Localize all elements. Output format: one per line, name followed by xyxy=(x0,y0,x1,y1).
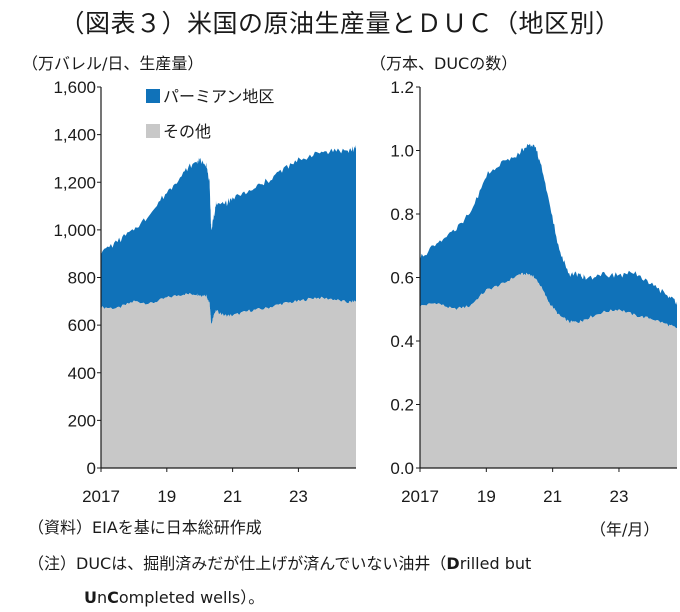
source-note: （資料）EIAを基に日本総研作成 xyxy=(28,518,262,537)
y-tick-label-0-0: 0 xyxy=(87,459,96,478)
y-tick-label-1-3: 0.6 xyxy=(390,269,414,288)
chart-title: （図表３）米国の原油生産量とＤＵＣ（地区別） xyxy=(59,9,621,38)
permian-area-1 xyxy=(420,143,677,329)
x-tick-label-0-1: 19 xyxy=(157,487,176,506)
footnote-bold-d: D xyxy=(446,554,460,573)
footnote-bold-u: U xyxy=(84,588,97,607)
permian-area-0 xyxy=(101,145,356,326)
footnote-line2: UnCompleted wells）。 xyxy=(84,584,264,608)
y-tick-label-1-2: 0.4 xyxy=(390,332,414,351)
x-unit-label: （年/月） xyxy=(590,520,660,539)
x-tick-label-1-3: 23 xyxy=(610,487,629,506)
right-unit-label: （万本、DUCの数） xyxy=(370,54,518,73)
footnote-bold-c: C xyxy=(107,588,119,607)
x-tick-label-1-0: 2017 xyxy=(401,487,439,506)
y-tick-label-0-1: 200 xyxy=(68,411,96,430)
y-tick-label-1-5: 1.0 xyxy=(390,142,414,161)
y-tick-label-1-4: 0.8 xyxy=(390,205,414,224)
footnote-text-3: n xyxy=(97,588,108,607)
y-tick-label-0-5: 1,000 xyxy=(53,221,96,240)
y-tick-label-0-2: 400 xyxy=(68,364,96,383)
footnote-text-1: （注）DUCは、掘削済みだが仕上げが済んでいない油井（ xyxy=(28,554,447,573)
left-unit-label: （万バレル/日、生産量） xyxy=(22,54,204,73)
y-tick-label-0-8: 1,600 xyxy=(53,78,96,97)
other-area-1 xyxy=(420,272,677,468)
legend-label-other: その他 xyxy=(163,122,211,141)
y-tick-label-1-0: 0.0 xyxy=(390,459,414,478)
legend-swatch-other xyxy=(146,124,160,138)
legend-label-permian: パーミアン地区 xyxy=(163,87,274,106)
other-area-0 xyxy=(101,293,356,468)
y-tick-label-1-6: 1.2 xyxy=(390,78,414,97)
footnote-text-4: ompleted wells）。 xyxy=(118,588,265,607)
x-tick-label-0-2: 21 xyxy=(223,487,242,506)
x-tick-label-0-0: 2017 xyxy=(82,487,120,506)
x-tick-label-1-2: 21 xyxy=(543,487,562,506)
y-tick-label-0-6: 1,200 xyxy=(53,173,96,192)
y-tick-label-1-1: 0.2 xyxy=(390,396,414,415)
footnote-line1: （注）DUCは、掘削済みだが仕上げが済んでいない油井（Drilled but xyxy=(28,550,531,574)
x-tick-label-1-1: 19 xyxy=(477,487,496,506)
legend-swatch-permian xyxy=(146,89,160,103)
y-tick-label-0-4: 800 xyxy=(68,269,96,288)
y-tick-label-0-3: 600 xyxy=(68,316,96,335)
footnote-text-2: rilled but xyxy=(459,554,532,573)
x-tick-label-0-3: 23 xyxy=(289,487,308,506)
y-tick-label-0-7: 1,400 xyxy=(53,126,96,145)
